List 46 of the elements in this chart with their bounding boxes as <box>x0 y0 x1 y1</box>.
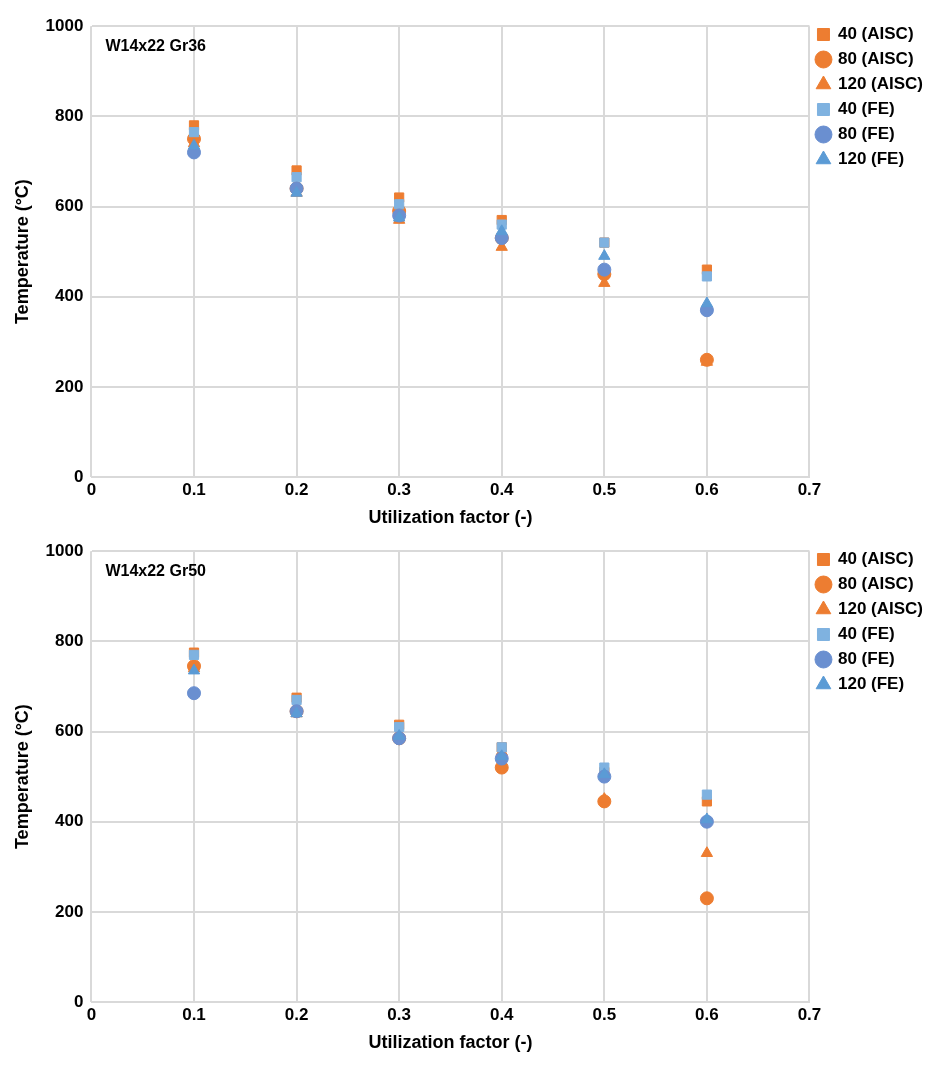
legend-label: 40 (AISC) <box>837 549 914 569</box>
x-tick-label: 0.7 <box>797 479 822 499</box>
legend-label: 120 (AISC) <box>837 74 924 94</box>
x-tick-label: 0.3 <box>387 1004 411 1024</box>
text: W14x22 Gr50 <box>105 561 207 579</box>
legend-label: 80 (AISC) <box>837 574 914 594</box>
y-tick-label: 1000 <box>45 540 84 560</box>
x-tick-label: 0.3 <box>387 479 411 499</box>
x-axis-title: Utilization factor (-) <box>368 507 533 528</box>
y-tick-label: 800 <box>55 631 84 651</box>
x-tick-label: 0.2 <box>284 1004 309 1024</box>
legend-label: 40 (AISC) <box>837 24 914 44</box>
legend-label: 80 (FE) <box>837 649 895 669</box>
x-tick-label: 0.5 <box>592 479 617 499</box>
legend-label: 40 (FE) <box>837 624 895 644</box>
legend-label: 120 (AISC) <box>837 599 924 619</box>
y-tick-label: 400 <box>55 286 84 306</box>
x-tick-label: 0.6 <box>695 1004 719 1024</box>
y-tick-label: 600 <box>55 721 84 741</box>
y-tick-label: 0 <box>73 466 84 486</box>
y-tick-label: 1000 <box>45 15 84 35</box>
x-tick-label: 0.4 <box>489 1004 515 1024</box>
x-tick-label: 0 <box>86 1004 97 1024</box>
y-axis-title: Temperature (°C) <box>11 704 32 850</box>
y-tick-label: 600 <box>55 196 84 216</box>
x-tick-label: 0.4 <box>489 479 515 499</box>
text: W14x22 Gr36 <box>105 36 207 54</box>
legend-label: 80 (FE) <box>837 124 895 144</box>
x-tick-label: 0.5 <box>592 1004 617 1024</box>
x-tick-label: 0.2 <box>284 479 309 499</box>
y-axis-title: Temperature (°C) <box>11 179 32 325</box>
x-tick-label: 0.1 <box>182 479 206 499</box>
legend-label: 120 (FE) <box>837 674 905 694</box>
y-tick-label: 0 <box>73 991 84 1011</box>
y-tick-label: 800 <box>55 106 84 126</box>
legend-label: 80 (AISC) <box>837 49 914 69</box>
legend-label: 120 (FE) <box>837 149 905 169</box>
y-tick-label: 200 <box>55 376 84 396</box>
y-tick-label: 400 <box>55 811 84 831</box>
legend-label: 40 (FE) <box>837 99 895 119</box>
x-tick-label: 0 <box>86 479 97 499</box>
x-tick-label: 0.6 <box>695 479 719 499</box>
x-tick-label: 0.1 <box>182 1004 206 1024</box>
x-tick-label: 0.7 <box>797 1004 822 1024</box>
x-axis-title: Utilization factor (-) <box>368 1032 533 1053</box>
y-tick-label: 200 <box>55 901 84 921</box>
